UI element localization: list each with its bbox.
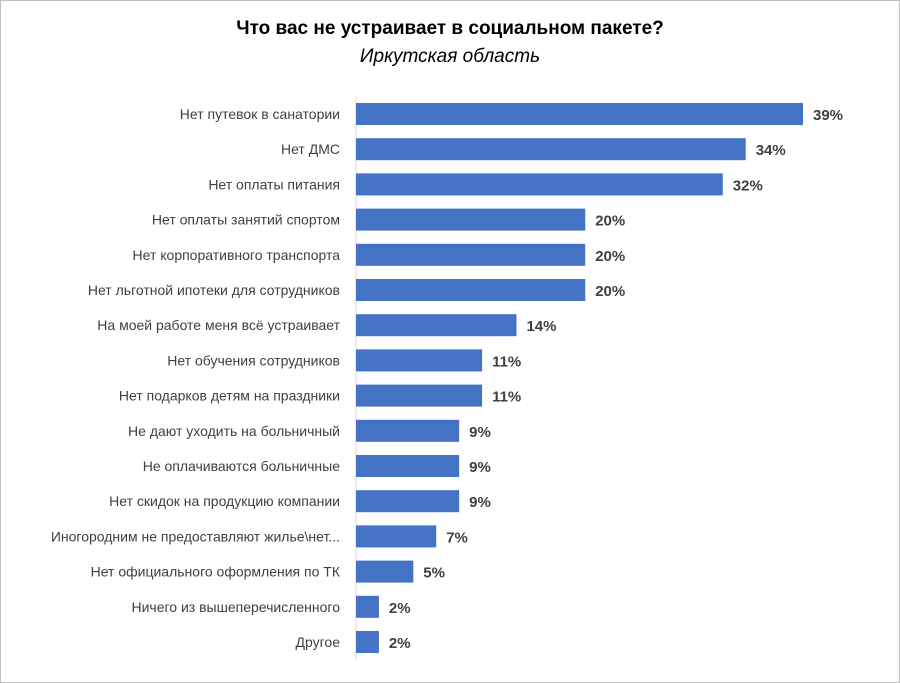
category-label: Нет путевок в санатории bbox=[180, 106, 340, 122]
data-label: 14% bbox=[526, 318, 556, 335]
data-label: 20% bbox=[595, 248, 625, 265]
data-label: 2% bbox=[389, 635, 411, 652]
data-label: 5% bbox=[423, 565, 445, 582]
category-label: Не дают уходить на больничный bbox=[128, 423, 340, 439]
category-label: Нет льготной ипотеки для сотрудников bbox=[88, 282, 340, 298]
bar bbox=[356, 384, 483, 407]
bar bbox=[356, 560, 414, 583]
category-label: Другое bbox=[296, 634, 341, 650]
data-label: 11% bbox=[492, 353, 521, 370]
data-label: 11% bbox=[492, 389, 521, 406]
bar bbox=[356, 314, 517, 337]
data-label: 7% bbox=[446, 529, 468, 546]
chart-subtitle: Иркутская область bbox=[359, 46, 541, 67]
bar bbox=[356, 173, 723, 196]
bar bbox=[356, 138, 746, 161]
bar bbox=[356, 595, 379, 618]
data-label: 34% bbox=[756, 142, 786, 159]
data-label: 20% bbox=[595, 283, 625, 300]
bar bbox=[356, 243, 586, 266]
chart-title: Что вас не устраивает в социальном пакет… bbox=[236, 18, 664, 39]
category-label: Нет оплаты питания bbox=[208, 176, 340, 192]
bar bbox=[356, 419, 460, 442]
category-label: Нет подарков детям на праздники bbox=[119, 388, 340, 404]
category-label: Нет скидок на продукцию компании bbox=[109, 493, 340, 509]
category-label: Нет официального оформления по ТК bbox=[91, 564, 341, 580]
data-label: 9% bbox=[469, 494, 491, 511]
data-label: 9% bbox=[469, 459, 491, 476]
category-label: Нет ДМС bbox=[281, 141, 340, 157]
data-label: 39% bbox=[813, 107, 843, 124]
bar bbox=[356, 525, 437, 548]
bar bbox=[356, 103, 803, 125]
bar bbox=[356, 631, 379, 653]
bar bbox=[356, 455, 460, 477]
bar bbox=[356, 490, 460, 513]
category-label: Ничего из вышеперечисленного bbox=[131, 599, 340, 615]
data-label: 20% bbox=[595, 213, 625, 230]
category-label: На моей работе меня всё устраивает bbox=[97, 317, 340, 333]
category-label: Нет обучения сотрудников bbox=[167, 352, 340, 368]
category-label: Нет корпоративного транспорта bbox=[133, 247, 341, 263]
data-label: 9% bbox=[469, 424, 491, 441]
data-label: 2% bbox=[389, 600, 411, 617]
bar bbox=[356, 349, 483, 372]
bar bbox=[356, 208, 586, 231]
data-label: 32% bbox=[733, 177, 763, 194]
bar bbox=[356, 279, 586, 301]
category-label: Не оплачиваются больничные bbox=[143, 458, 340, 474]
category-label: Нет оплаты занятий спортом bbox=[152, 212, 340, 228]
category-label: Иногородним не предоставляют жилье\нет..… bbox=[51, 528, 340, 544]
